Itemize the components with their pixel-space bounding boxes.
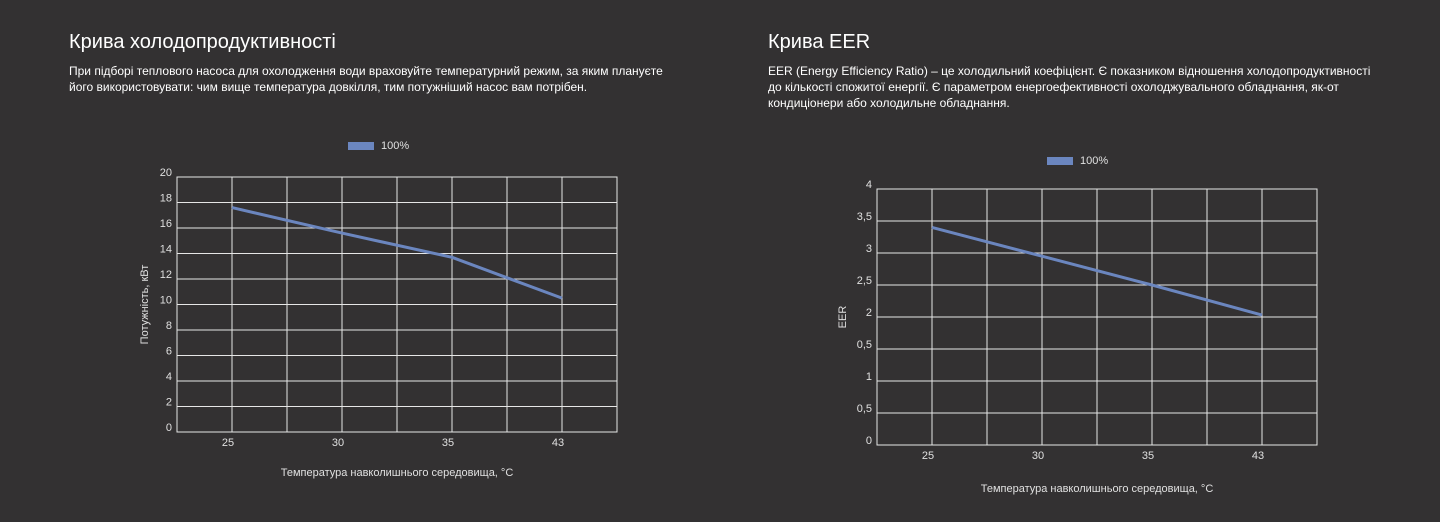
y-tick-label: 2,5 (857, 275, 872, 287)
x-tick-label: 30 (1032, 450, 1044, 462)
y-tick-label: 4 (166, 371, 172, 383)
y-tick-label: 14 (160, 243, 172, 255)
y-tick-label: 18 (160, 192, 172, 204)
y-tick-label: 1 (866, 371, 872, 383)
y-tick-label: 8 (166, 320, 172, 332)
data-line (231, 206, 563, 300)
y-tick-label: 4 (866, 179, 872, 191)
y-tick-label: 0,5 (857, 339, 872, 351)
section-description: EER (Energy Efficiency Ratio) – це холод… (768, 64, 1371, 110)
x-tick-label: 35 (442, 437, 454, 449)
y-tick-label: 0 (866, 435, 872, 447)
legend-label: 100% (381, 140, 409, 152)
x-tick-label: 30 (332, 437, 344, 449)
y-tick-label: 2 (166, 396, 172, 408)
y-tick-label: 0,5 (857, 403, 872, 415)
y-tick-label: 2 (866, 307, 872, 319)
y-tick-label: 6 (166, 345, 172, 357)
y-tick-label: 16 (160, 218, 172, 230)
y-axis-label: EER (837, 306, 849, 329)
x-tick-label: 25 (222, 437, 234, 449)
y-tick-label: 0 (166, 422, 172, 434)
x-axis-label: Температура навколишнього середовища, °С (281, 467, 514, 479)
legend-swatch (348, 142, 374, 150)
x-axis-label: Температура навколишнього середовища, °С (981, 483, 1214, 495)
x-tick-label: 43 (1252, 450, 1264, 462)
y-tick-label: 10 (160, 294, 172, 306)
section-description: При підборі теплового насоса для охолодж… (69, 64, 663, 94)
x-tick-label: 43 (552, 437, 564, 449)
legend-label: 100% (1080, 155, 1108, 167)
section-title: Крива EER (768, 31, 871, 53)
y-tick-label: 3 (866, 243, 872, 255)
legend-swatch (1047, 157, 1073, 165)
section-title: Крива холодопродуктивності (69, 31, 336, 53)
y-tick-label: 20 (160, 167, 172, 179)
data-line (931, 225, 1263, 317)
y-tick-label: 3,5 (857, 211, 872, 223)
y-axis-label: Потужність, кВт (139, 265, 151, 345)
x-tick-label: 35 (1142, 450, 1154, 462)
y-tick-label: 12 (160, 269, 172, 281)
x-tick-label: 25 (922, 450, 934, 462)
